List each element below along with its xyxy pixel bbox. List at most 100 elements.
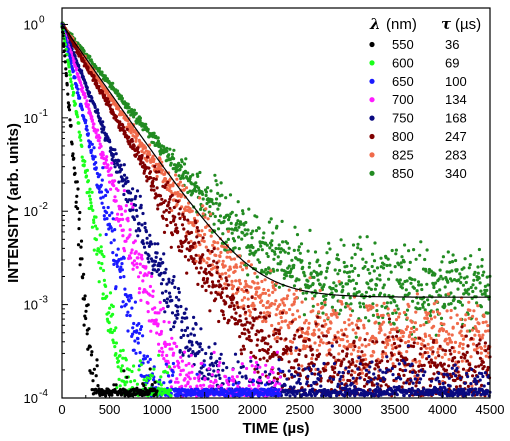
data-point [418,352,422,356]
data-point [169,327,173,332]
data-point [450,279,454,283]
data-point [160,353,164,357]
data-point [457,278,461,282]
data-point [297,245,301,249]
data-point [184,307,188,311]
data-point [111,81,115,85]
data-point [195,226,199,230]
data-point [206,217,210,221]
data-point [277,247,281,251]
data-point [153,268,157,272]
data-point [299,334,303,338]
data-point [300,330,305,335]
data-point [179,249,184,253]
data-point [166,374,171,378]
data-point [332,362,337,366]
data-point [202,383,206,387]
data-point [235,303,239,307]
data-point [293,394,297,398]
data-point [225,255,229,259]
data-point [481,273,485,277]
data-point [137,331,141,335]
data-point [139,159,143,163]
data-point [247,259,251,263]
data-point [425,248,429,252]
data-point [117,258,121,262]
data-point [120,305,124,309]
data-point [210,373,214,377]
data-point [468,263,472,267]
data-point [151,289,155,293]
data-point [126,329,130,333]
data-point [275,339,279,344]
data-point [473,370,477,374]
data-point [189,332,193,336]
data-point [305,380,309,384]
data-point [433,281,438,285]
data-point [465,371,469,375]
data-point [131,332,135,336]
data-point [468,363,472,367]
data-point [250,364,254,368]
data-point [386,307,390,311]
data-point [316,278,320,282]
data-point [371,305,375,309]
data-point [426,311,431,315]
data-point [389,301,393,305]
data-point [147,244,151,248]
data-point [159,282,164,286]
data-point [310,347,314,351]
data-point [275,268,279,272]
data-point [97,139,101,143]
data-point [414,310,418,314]
data-point [460,359,464,363]
data-point [198,170,202,175]
data-point [267,314,271,318]
data-point [462,387,466,392]
data-point [297,315,302,319]
data-point [394,252,398,256]
data-point [485,275,489,279]
data-point [442,375,446,379]
data-point [418,307,422,311]
data-point [100,130,104,134]
data-point [162,252,166,256]
data-point [441,348,445,352]
data-point [227,215,232,219]
data-point [249,350,253,355]
data-point [105,217,109,221]
data-point [474,286,478,290]
data-point [292,292,296,296]
data-point [146,127,150,131]
data-point [391,373,395,377]
data-point [262,270,266,274]
data-point [461,367,466,371]
data-point [141,264,145,268]
data-point [198,345,202,349]
data-point [428,364,433,369]
data-point [241,231,245,235]
data-point [123,209,127,213]
data-point [405,308,410,312]
data-point [442,362,446,366]
data-point [458,300,462,304]
data-point [244,266,249,270]
data-point [454,385,459,389]
data-point [402,331,406,335]
data-point [152,188,156,192]
data-point [424,346,429,350]
data-point [249,339,253,343]
data-point [132,217,137,222]
data-point [129,251,133,255]
data-point [75,84,79,88]
data-point [216,292,220,296]
data-point [258,379,262,383]
data-point [313,341,317,345]
data-point [356,273,361,278]
data-point [328,376,332,380]
data-point [314,380,318,384]
data-point [246,304,250,309]
data-point [239,222,243,226]
data-point [360,293,364,297]
data-point [423,316,427,320]
